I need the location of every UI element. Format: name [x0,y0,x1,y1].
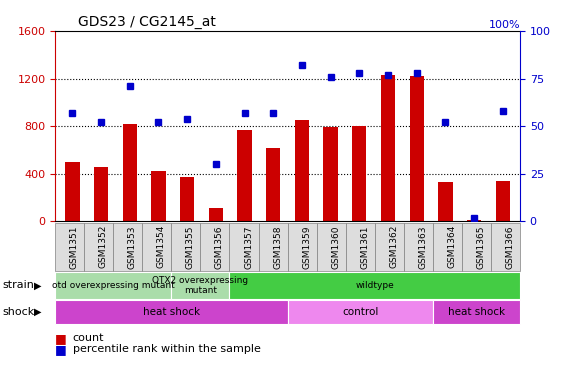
Text: GSM1353: GSM1353 [130,223,139,267]
Text: GSM1357: GSM1357 [245,223,253,267]
Bar [295,120,309,221]
Text: GSM1358: GSM1358 [273,223,282,267]
Bar [467,220,481,221]
Text: GSM1351: GSM1351 [70,225,78,269]
Bar [151,171,166,221]
Text: GSM1360: GSM1360 [331,225,340,269]
Text: GSM1366: GSM1366 [505,225,514,269]
Bar [324,127,338,221]
Text: GSM1360: GSM1360 [331,223,340,267]
Text: GSM1355: GSM1355 [186,225,195,269]
Bar [266,148,281,221]
Text: GSM1365: GSM1365 [476,225,485,269]
Text: GSM1358: GSM1358 [273,225,282,269]
Text: GSM1354: GSM1354 [159,223,167,267]
Text: strain: strain [3,280,35,290]
Text: GSM1365: GSM1365 [474,223,483,267]
Text: GSM1359: GSM1359 [302,225,311,269]
Text: GSM1363: GSM1363 [417,223,426,267]
Bar [65,162,80,221]
Text: GSM1361: GSM1361 [360,225,369,269]
Text: GSM1352: GSM1352 [101,223,110,267]
Text: otd overexpressing mutant: otd overexpressing mutant [52,281,175,290]
Bar [438,182,453,221]
Bar [238,130,252,221]
Bar [410,76,424,221]
Text: OTX2 overexpressing
mutant: OTX2 overexpressing mutant [152,276,249,295]
Text: heat shock: heat shock [448,307,505,317]
Text: GDS23 / CG2145_at: GDS23 / CG2145_at [78,15,216,29]
Bar [209,208,223,221]
Text: GSM1362: GSM1362 [388,223,397,267]
Text: 100%: 100% [489,20,520,30]
Text: GSM1356: GSM1356 [215,225,224,269]
Text: GSM1353: GSM1353 [128,225,137,269]
Text: GSM1361: GSM1361 [359,223,368,267]
Text: ▶: ▶ [34,307,41,317]
Bar [94,167,108,221]
Text: shock: shock [3,307,35,317]
Bar [123,124,137,221]
Text: GSM1364: GSM1364 [447,225,456,269]
Bar [496,181,510,221]
Text: ■: ■ [55,332,67,345]
Text: ■: ■ [55,343,67,356]
Text: GSM1362: GSM1362 [389,225,398,269]
Text: GSM1352: GSM1352 [99,225,107,269]
Text: wildtype: wildtype [356,281,394,290]
Text: GSM1366: GSM1366 [503,223,512,267]
Text: GSM1354: GSM1354 [157,225,166,269]
Text: GSM1351: GSM1351 [73,223,81,267]
Text: percentile rank within the sample: percentile rank within the sample [73,344,260,354]
Text: GSM1355: GSM1355 [187,223,196,267]
Text: GSM1363: GSM1363 [418,225,427,269]
Bar [180,178,195,221]
Text: count: count [73,333,104,343]
Text: GSM1364: GSM1364 [446,223,454,267]
Text: GSM1356: GSM1356 [216,223,225,267]
Bar [352,126,367,221]
Text: control: control [342,307,378,317]
Text: GSM1359: GSM1359 [302,223,311,267]
Bar [381,75,395,221]
Text: heat shock: heat shock [143,307,200,317]
Text: GSM1357: GSM1357 [244,225,253,269]
Text: ▶: ▶ [34,280,41,290]
